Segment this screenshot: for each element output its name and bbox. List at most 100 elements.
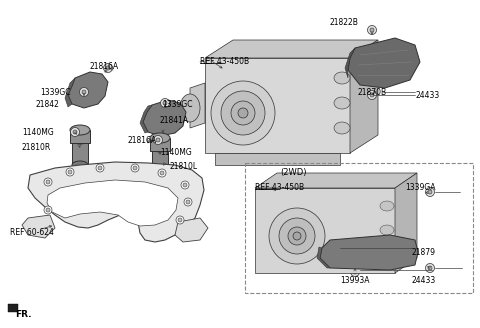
Text: 24433: 24433 xyxy=(415,91,439,100)
Text: 21810R: 21810R xyxy=(22,143,51,152)
Circle shape xyxy=(428,266,432,270)
Circle shape xyxy=(131,164,139,172)
Circle shape xyxy=(46,208,50,212)
Circle shape xyxy=(96,164,104,172)
Ellipse shape xyxy=(72,161,88,169)
Ellipse shape xyxy=(334,97,350,109)
Ellipse shape xyxy=(152,144,168,152)
Polygon shape xyxy=(255,188,395,273)
Circle shape xyxy=(154,135,163,145)
Polygon shape xyxy=(350,40,378,153)
Text: 21842: 21842 xyxy=(35,100,59,109)
Text: 1140MG: 1140MG xyxy=(160,148,192,157)
Ellipse shape xyxy=(72,136,88,144)
Polygon shape xyxy=(47,180,178,226)
Polygon shape xyxy=(317,247,330,268)
Circle shape xyxy=(186,200,190,204)
Polygon shape xyxy=(28,162,204,242)
Circle shape xyxy=(71,128,80,136)
Circle shape xyxy=(370,28,374,32)
Polygon shape xyxy=(215,153,340,165)
Polygon shape xyxy=(143,100,186,136)
Circle shape xyxy=(106,66,110,70)
Text: 21870B: 21870B xyxy=(358,88,387,97)
Ellipse shape xyxy=(334,122,350,134)
Circle shape xyxy=(425,263,434,273)
Circle shape xyxy=(68,170,72,174)
Ellipse shape xyxy=(380,225,394,235)
Circle shape xyxy=(163,101,167,105)
Circle shape xyxy=(428,190,432,194)
Text: 21841A: 21841A xyxy=(160,116,189,125)
Circle shape xyxy=(46,180,50,184)
Circle shape xyxy=(98,166,102,170)
Polygon shape xyxy=(205,40,378,58)
Polygon shape xyxy=(65,78,75,107)
Circle shape xyxy=(44,206,52,214)
Text: 13993A: 13993A xyxy=(340,276,370,285)
Circle shape xyxy=(231,101,255,125)
Circle shape xyxy=(104,64,112,72)
Circle shape xyxy=(184,198,192,206)
Polygon shape xyxy=(395,173,417,273)
Text: 1339GC: 1339GC xyxy=(40,88,71,97)
Ellipse shape xyxy=(380,249,394,259)
Ellipse shape xyxy=(380,201,394,211)
Text: 21810L: 21810L xyxy=(170,162,198,171)
Ellipse shape xyxy=(70,125,90,135)
Polygon shape xyxy=(205,58,350,153)
Circle shape xyxy=(133,166,137,170)
Text: REF 43-450B: REF 43-450B xyxy=(200,57,249,66)
Polygon shape xyxy=(68,72,108,108)
Circle shape xyxy=(368,91,376,99)
Circle shape xyxy=(221,91,265,135)
Polygon shape xyxy=(8,304,18,312)
Polygon shape xyxy=(70,130,90,143)
Text: (2WD): (2WD) xyxy=(280,168,307,177)
Circle shape xyxy=(156,138,160,142)
Circle shape xyxy=(158,169,166,177)
Text: 21816A: 21816A xyxy=(128,136,157,145)
Text: 21816A: 21816A xyxy=(90,62,119,71)
Circle shape xyxy=(288,227,306,245)
Circle shape xyxy=(368,26,376,34)
Bar xyxy=(245,163,473,293)
Text: 21879: 21879 xyxy=(412,248,436,257)
Text: 1339GC: 1339GC xyxy=(162,100,192,109)
Circle shape xyxy=(178,218,182,222)
Circle shape xyxy=(370,93,374,97)
Polygon shape xyxy=(345,48,355,78)
Polygon shape xyxy=(190,83,205,128)
Polygon shape xyxy=(152,148,168,172)
Circle shape xyxy=(66,168,74,176)
Polygon shape xyxy=(22,215,55,238)
Text: 1140MG: 1140MG xyxy=(22,128,54,137)
Circle shape xyxy=(44,178,52,186)
Polygon shape xyxy=(175,218,208,242)
Circle shape xyxy=(73,130,77,134)
Text: 1339GA: 1339GA xyxy=(405,183,435,192)
Text: 24433: 24433 xyxy=(412,276,436,285)
Text: REF 60-624: REF 60-624 xyxy=(10,228,54,237)
Polygon shape xyxy=(150,138,170,151)
Polygon shape xyxy=(140,105,152,133)
Ellipse shape xyxy=(180,94,200,122)
Polygon shape xyxy=(348,38,420,88)
Circle shape xyxy=(353,270,357,274)
Circle shape xyxy=(293,232,301,240)
Circle shape xyxy=(160,171,164,175)
Text: FR.: FR. xyxy=(15,310,32,319)
Circle shape xyxy=(211,81,275,145)
Circle shape xyxy=(238,108,248,118)
Ellipse shape xyxy=(150,133,170,143)
Circle shape xyxy=(160,98,169,108)
Text: REF 43-450B: REF 43-450B xyxy=(255,183,304,192)
Circle shape xyxy=(269,208,325,264)
Circle shape xyxy=(279,218,315,254)
Circle shape xyxy=(425,188,434,196)
Ellipse shape xyxy=(152,168,168,176)
Circle shape xyxy=(176,216,184,224)
Ellipse shape xyxy=(334,72,350,84)
Circle shape xyxy=(183,183,187,187)
Polygon shape xyxy=(72,140,88,165)
